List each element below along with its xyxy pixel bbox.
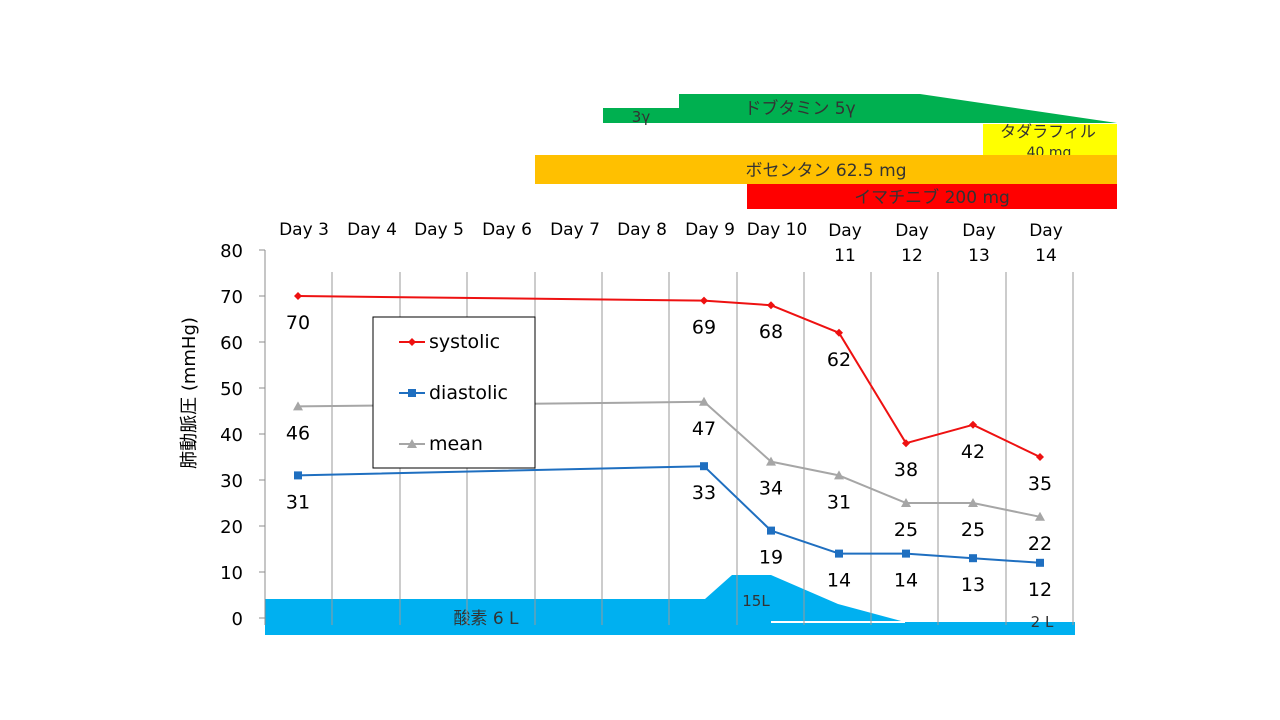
y-tick-label: 10 [220,563,243,584]
data-point-diastolic [835,549,843,558]
legend-marker-diastolic [408,389,416,397]
data-label-systolic: 35 [1028,473,1052,495]
data-point-mean [1035,511,1045,521]
legend: systolic diastolic mean [372,316,536,469]
oxygen-label-main: 酸素 6 L [453,609,519,629]
x-category-label: Day 3 [279,220,329,240]
x-category-label: Day 7 [550,220,600,240]
oxygen-label-peak: 15L [742,592,770,610]
x-category-label: Day 5 [414,220,464,240]
legend-label-diastolic: diastolic [429,382,508,404]
data-label-mean: 31 [827,491,851,513]
x-category-label: Day 12 [895,221,929,266]
y-tick-label: 60 [220,333,243,354]
data-label-diastolic: 33 [692,482,716,504]
legend-label-mean: mean [429,433,483,455]
data-label-diastolic: 19 [759,547,783,569]
data-label-systolic: 42 [961,441,985,463]
data-point-mean [699,396,709,406]
data-label-mean: 22 [1028,533,1052,555]
data-label-diastolic: 12 [1028,579,1052,601]
data-label-mean: 25 [961,519,985,541]
data-label-systolic: 38 [894,459,918,481]
data-point-mean [766,456,776,466]
data-label-systolic: 62 [827,349,851,371]
x-category-label: Day 6 [482,220,532,240]
medication-label-dobutamine: ドブタミン 5γ [744,98,855,119]
y-tick-label: 0 [232,609,243,630]
medication-label-tadalafil: タダラフィル [1000,122,1096,141]
data-point-mean [293,401,303,411]
x-category-label: Day 8 [617,220,667,240]
y-tick-label: 80 [220,241,243,262]
data-point-mean [834,470,844,480]
data-point-diastolic [969,554,977,563]
data-point-diastolic [902,549,910,558]
data-label-systolic: 69 [692,317,716,339]
data-point-diastolic [294,471,302,480]
data-point-systolic [700,296,708,305]
y-tick-label: 70 [220,287,243,308]
data-point-systolic [969,420,977,429]
data-point-mean [901,498,911,507]
legend-marker-systolic [408,338,416,346]
x-category-label: Day 10 [747,220,808,240]
legend-label-systolic: systolic [429,331,500,353]
data-label-mean: 25 [894,519,918,541]
data-label-diastolic: 14 [894,570,918,592]
data-label-mean: 47 [692,418,716,440]
data-point-diastolic [767,526,775,535]
chart-series: 70 69 68 62 38 42 35 31 33 19 14 14 13 12 46 47 34 31 25 25… [286,292,1052,601]
medication-bar-dobutamine [603,94,1117,123]
data-point-systolic [835,328,843,337]
medication-bar-bosentan [535,155,1117,184]
data-point-systolic [294,292,302,300]
data-point-systolic [1036,453,1044,461]
data-label-systolic: 68 [759,321,783,343]
y-axis-label: 肺動脈圧 (mmHg) [179,317,200,469]
oxygen-area: 酸素 6 L 15L 2 L [265,575,1075,635]
data-label-diastolic: 13 [961,574,985,596]
oxygen-label-end: 2 L [1031,613,1054,631]
x-category-label: Day 11 [828,221,862,266]
y-tick-label: 30 [220,471,243,492]
medication-label-imatinib: イマチニブ 200 mg [854,187,1010,208]
data-point-mean [968,498,978,507]
legend-marker-mean [407,439,417,448]
data-label-mean: 34 [759,478,783,500]
data-label-diastolic: 31 [286,491,310,513]
oxygen-area-fill [265,575,1075,635]
x-category-label: Day 14 [1029,221,1063,266]
x-category-label: Day 13 [962,221,996,266]
medication-bar-imatinib [747,184,1117,209]
x-category-label: Day 4 [347,220,397,240]
y-tick-label: 40 [220,425,243,446]
data-label-diastolic: 14 [827,570,851,592]
data-label-systolic: 70 [286,312,310,334]
medication-sublabel-dobutamine: 3γ [632,108,651,126]
data-label-mean: 46 [286,422,310,444]
medication-label-bosentan: ボセンタン 62.5 mg [745,161,906,181]
data-point-diastolic [1036,558,1044,567]
medication-bar-tadalafil [983,124,1117,155]
x-category-label: Day 9 [685,220,735,240]
data-point-diastolic [700,462,708,471]
y-tick-label: 50 [220,379,243,400]
y-tick-label: 20 [220,517,243,538]
data-point-systolic [767,301,775,310]
chart-axes: 0 10 20 30 40 50 60 70 80 肺動脈圧 (mmHg) Day 3 Day 4 Da… [179,220,1063,630]
data-point-systolic [902,439,910,448]
